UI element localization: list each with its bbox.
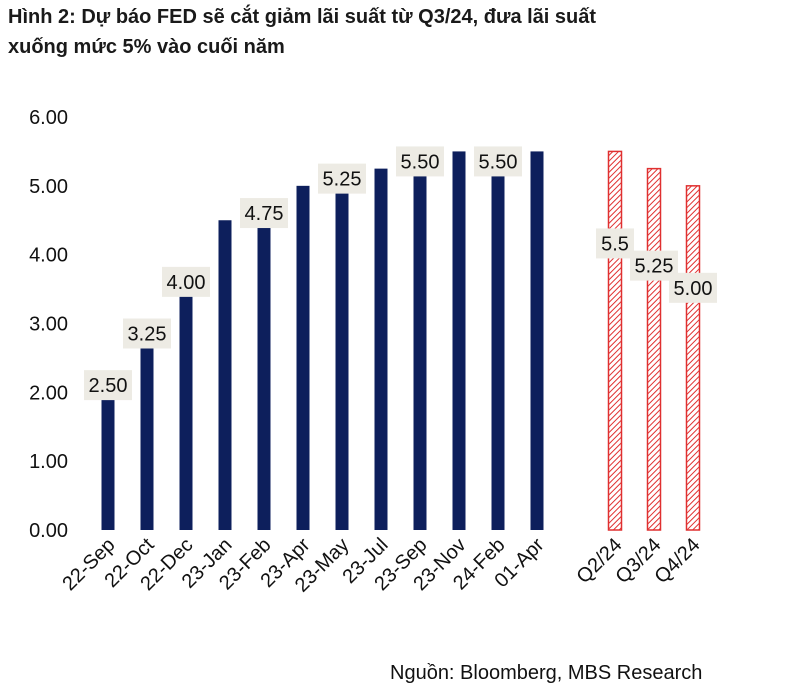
actual-rate-bar bbox=[413, 151, 427, 530]
actual-rate-bar bbox=[452, 151, 466, 530]
actual-rate-bar bbox=[491, 151, 505, 530]
data-label-box bbox=[318, 163, 366, 194]
data-label-box bbox=[396, 146, 444, 177]
data-label: 5.00 bbox=[669, 272, 717, 303]
data-label: 5.50 bbox=[396, 146, 444, 177]
data-label: 5.25 bbox=[318, 163, 366, 194]
data-label-text: 3.25 bbox=[128, 324, 167, 346]
data-label-text: 2.50 bbox=[89, 375, 128, 397]
actual-rate-bar bbox=[179, 271, 193, 530]
data-label: 4.75 bbox=[240, 198, 288, 229]
actual-rate-bar bbox=[335, 168, 349, 530]
y-axis: 0.00 1.00 2.00 3.00 4.00 5.00 6.00 bbox=[29, 107, 68, 542]
data-label-box bbox=[162, 266, 210, 297]
actual-rate-bar bbox=[296, 185, 310, 531]
forecast-rate-bar bbox=[646, 167, 662, 531]
actual-rate-bar bbox=[257, 203, 271, 530]
data-label-text: 5.25 bbox=[323, 169, 362, 191]
y-tick-label: 3.00 bbox=[29, 314, 68, 336]
y-tick-label: 1.00 bbox=[29, 451, 68, 473]
actual-rate-bar bbox=[218, 220, 232, 530]
forecast-rate-bar bbox=[685, 185, 701, 531]
data-label-box bbox=[123, 318, 171, 349]
data-label: 5.50 bbox=[474, 146, 522, 177]
y-tick-label: 0.00 bbox=[29, 520, 68, 542]
chart-title-line-2: xuống mức 5% vào cuối năm bbox=[8, 36, 285, 58]
data-label-text: 5.50 bbox=[401, 151, 440, 173]
data-label-text: 5.25 bbox=[635, 256, 674, 278]
data-labels: 2.503.254.004.755.255.50 5.505.55.255.00 bbox=[84, 146, 717, 401]
source-note: Nguồn: Bloomberg, MBS Research bbox=[390, 662, 703, 684]
data-label-text: 4.00 bbox=[167, 272, 206, 294]
x-tick-label: Q4/24 bbox=[650, 534, 704, 588]
y-tick-label: 2.00 bbox=[29, 382, 68, 404]
data-label: 5.5 bbox=[596, 228, 634, 259]
actual-rate-bar bbox=[140, 323, 154, 530]
data-label-box bbox=[474, 146, 522, 177]
chart-title-line-1: Hình 2: Dự báo FED sẽ cắt giảm lãi suất … bbox=[8, 6, 597, 28]
forecast-rate-bar bbox=[607, 150, 623, 531]
actual-rate-bar bbox=[101, 375, 115, 530]
data-label-box bbox=[84, 370, 132, 401]
data-label-box bbox=[240, 198, 288, 229]
data-label-box bbox=[596, 228, 634, 259]
data-label-text: 5.5 bbox=[601, 233, 629, 255]
y-tick-label: 6.00 bbox=[29, 107, 68, 129]
x-axis: 22-Sep22-Oct22-Dec23-Jan23-Feb23-Apr23-M… bbox=[58, 534, 704, 597]
chart-title: Hình 2: Dự báo FED sẽ cắt giảm lãi suất … bbox=[8, 2, 788, 62]
y-tick-label: 4.00 bbox=[29, 245, 68, 267]
data-label: 2.50 bbox=[84, 370, 132, 401]
data-label-text: 4.75 bbox=[245, 203, 284, 225]
actual-rate-bar bbox=[374, 168, 388, 530]
actual-rate-bar bbox=[530, 151, 544, 530]
data-label-text: 5.50 bbox=[479, 151, 518, 173]
data-label: 5.25 bbox=[630, 250, 678, 281]
data-label: 4.00 bbox=[162, 266, 210, 297]
data-label-text: 5.00 bbox=[674, 278, 713, 300]
y-tick-label: 5.00 bbox=[29, 176, 68, 198]
bars bbox=[101, 150, 701, 531]
data-label-box bbox=[669, 272, 717, 303]
data-label: 3.25 bbox=[123, 318, 171, 349]
